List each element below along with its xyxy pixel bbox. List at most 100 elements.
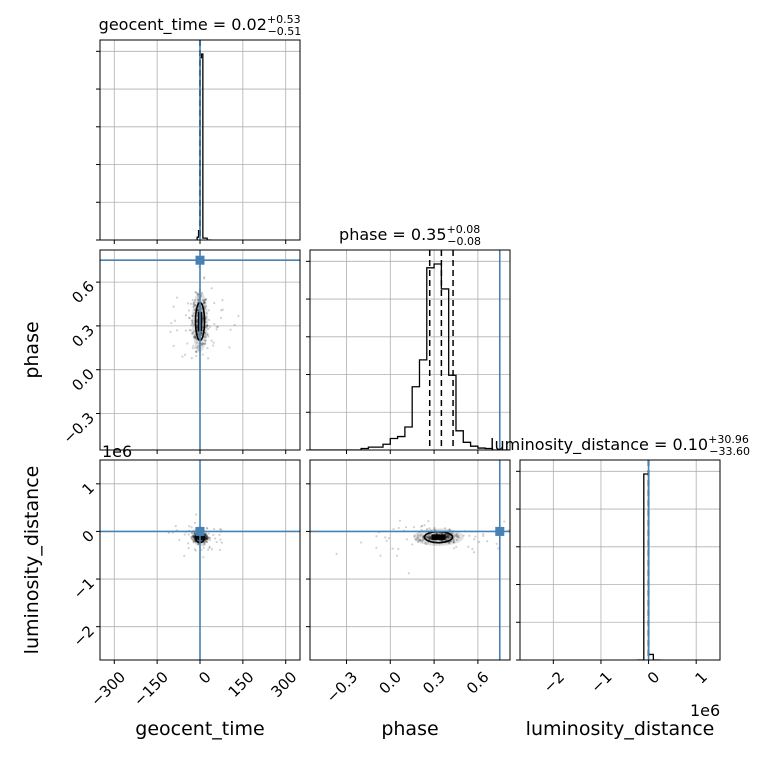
sample-point xyxy=(183,554,186,557)
sample-point xyxy=(206,347,209,350)
sample-point xyxy=(446,535,449,538)
title-minus: −0.51 xyxy=(268,25,302,38)
sample-point xyxy=(207,318,211,321)
sample-point xyxy=(206,535,209,538)
sample-point xyxy=(457,536,460,539)
sample-point xyxy=(462,534,465,537)
truth-marker xyxy=(195,526,205,536)
sample-point xyxy=(456,535,459,538)
sample-point xyxy=(428,533,431,536)
sample-point xyxy=(425,528,429,531)
sample-point xyxy=(194,304,197,307)
sample-point xyxy=(193,308,196,312)
sample-point xyxy=(427,534,430,537)
sample-point xyxy=(468,534,471,537)
sample-point xyxy=(197,333,200,336)
sample-point xyxy=(215,325,218,329)
sample-point xyxy=(194,549,197,552)
sample-point xyxy=(206,537,210,540)
sample-point xyxy=(208,545,211,548)
sample-point xyxy=(435,532,438,535)
sample-point xyxy=(447,534,451,537)
truth-marker xyxy=(495,526,505,536)
sample-point xyxy=(192,535,196,538)
sample-point xyxy=(397,547,400,551)
sample-point xyxy=(455,538,458,542)
sample-point xyxy=(173,319,177,322)
title-geocent_time: geocent_time = 0.02+0.53 −0.51 xyxy=(99,13,302,38)
sample-point xyxy=(219,538,222,541)
sample-point xyxy=(193,336,196,339)
sample-point xyxy=(425,542,428,546)
y-tick-label: 0 xyxy=(79,527,98,546)
y-axis-label-luminosity_distance: luminosity_distance xyxy=(21,466,43,655)
sample-point xyxy=(212,341,215,344)
sample-point xyxy=(204,298,208,301)
sample-point xyxy=(202,299,206,302)
sample-point xyxy=(435,532,438,535)
sample-point xyxy=(194,335,197,339)
sample-point xyxy=(206,537,209,540)
sample-point xyxy=(200,331,203,334)
sample-point xyxy=(197,345,200,348)
sample-point xyxy=(213,527,216,531)
sample-point xyxy=(446,535,449,538)
sample-point xyxy=(213,301,216,305)
sample-point xyxy=(203,305,206,308)
x-tick-label: −2 xyxy=(540,668,568,696)
x-tick-label: 300 xyxy=(267,668,300,701)
sample-point xyxy=(207,335,210,338)
sample-point xyxy=(207,309,210,312)
sample-point xyxy=(416,534,420,537)
title-plus: +0.53 xyxy=(267,13,301,26)
sample-point xyxy=(229,328,232,331)
sample-point xyxy=(195,321,199,324)
sample-point xyxy=(457,534,460,537)
sample-point xyxy=(429,536,432,539)
panel-title: geocent_time = 0.02+0.53 −0.51 xyxy=(99,13,302,38)
sample-point xyxy=(210,548,214,551)
sample-point xyxy=(191,332,194,335)
x-tick-label: 0 xyxy=(644,668,663,687)
sample-point xyxy=(193,548,196,551)
sample-point xyxy=(205,537,208,540)
sample-point xyxy=(195,341,198,344)
sample-point xyxy=(207,532,210,535)
sample-point xyxy=(420,525,423,528)
sample-point xyxy=(214,537,217,540)
sample-point xyxy=(197,309,200,312)
title-plus: +0.08 xyxy=(447,223,481,236)
x-axis-label-geocent_time: geocent_time xyxy=(135,718,264,740)
sample-point xyxy=(445,537,448,540)
title-text: phase = 0.35 xyxy=(339,225,446,244)
x-tick-label: 150 xyxy=(225,668,258,701)
truth-marker xyxy=(195,255,205,265)
sample-point xyxy=(204,536,208,540)
sample-point xyxy=(195,346,199,349)
panel-title: luminosity_distance = 0.10+30.96 −33.60 xyxy=(490,433,750,458)
sample-point xyxy=(188,316,191,319)
sample-point xyxy=(201,342,204,345)
sample-point xyxy=(237,314,240,318)
y-tick-label: −1 xyxy=(70,574,98,602)
sample-point xyxy=(445,535,448,538)
sample-point xyxy=(183,533,186,536)
sample-point xyxy=(191,332,194,335)
sample-point xyxy=(503,520,506,523)
sample-point xyxy=(204,298,207,302)
contour-core xyxy=(431,534,446,540)
x-tick-label: −0.3 xyxy=(323,668,361,706)
sample-point xyxy=(201,317,204,320)
sample-point xyxy=(203,307,206,310)
sample-point xyxy=(452,541,455,544)
panel-geocent_time-phase: −0.3 0.0 0.3 0.6 xyxy=(60,249,301,454)
sample-point xyxy=(427,535,430,538)
sample-point xyxy=(455,534,458,537)
sample-point xyxy=(212,533,215,537)
sample-point xyxy=(205,326,208,329)
sample-point xyxy=(203,342,206,345)
sample-point xyxy=(201,536,204,539)
title-minus: −0.08 xyxy=(447,235,481,248)
sample-point xyxy=(467,545,470,548)
sample-point xyxy=(427,520,430,523)
